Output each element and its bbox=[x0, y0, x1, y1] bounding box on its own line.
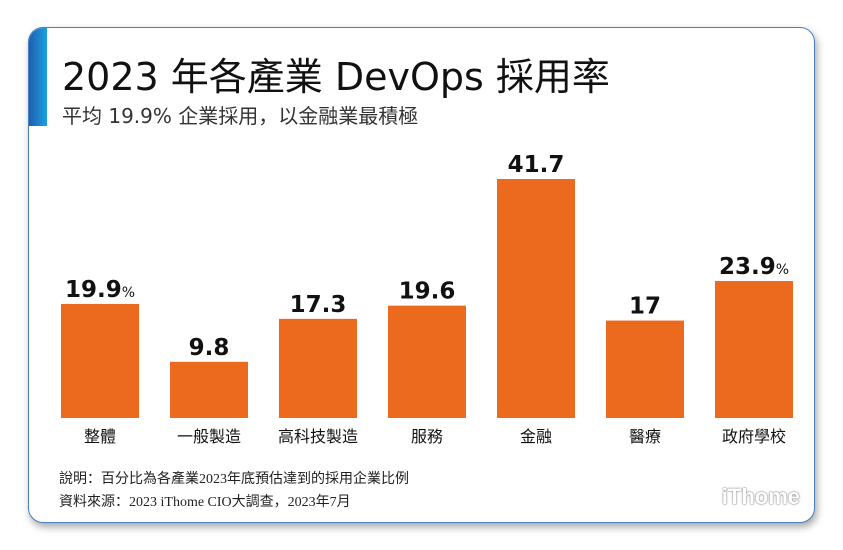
footnote: 說明：百分比為各產業2023年底預估達到的採用企業比例 bbox=[59, 472, 409, 487]
bar-chart: 19.9% 整體 9.8 一般製造 17.3 高科技製造 19.6 服務 41.7 金融 17 醫療 2… bbox=[61, 152, 793, 446]
data-label: 9.8 bbox=[189, 335, 230, 361]
category-label: 高科技製造 bbox=[278, 427, 358, 446]
bar-2 bbox=[279, 318, 357, 418]
source-note: 資料來源：2023 iThome CIO大調查，2023年7月 bbox=[59, 495, 351, 510]
accent-bar bbox=[29, 28, 47, 126]
bar-3 bbox=[388, 305, 466, 418]
bar-0 bbox=[61, 303, 139, 418]
bar-6 bbox=[715, 281, 793, 418]
data-label: 23.9% bbox=[719, 254, 789, 280]
category-label: 政府學校 bbox=[722, 427, 786, 446]
category-label: 金融 bbox=[520, 427, 552, 446]
bar-4 bbox=[497, 179, 575, 418]
data-label: 17 bbox=[629, 294, 661, 320]
category-label: 服務 bbox=[411, 427, 443, 446]
data-label: 19.9% bbox=[65, 277, 135, 303]
category-label: 一般製造 bbox=[177, 427, 241, 446]
bar-5 bbox=[606, 320, 684, 418]
data-label: 19.6 bbox=[399, 279, 456, 305]
data-label: 41.7 bbox=[508, 152, 565, 178]
data-label: 17.3 bbox=[290, 292, 347, 318]
chart-subtitle: 平均 19.9% 企業採用，以金融業最積極 bbox=[62, 104, 419, 128]
bar-1 bbox=[170, 361, 248, 418]
category-label: 醫療 bbox=[629, 427, 661, 446]
ithome-logo: iThome bbox=[721, 484, 800, 509]
chart-title: 2023 年各產業 DevOps 採用率 bbox=[62, 55, 610, 99]
category-label: 整體 bbox=[84, 427, 116, 446]
chart-card: 2023 年各產業 DevOps 採用率 平均 19.9% 企業採用，以金融業最… bbox=[28, 27, 815, 523]
